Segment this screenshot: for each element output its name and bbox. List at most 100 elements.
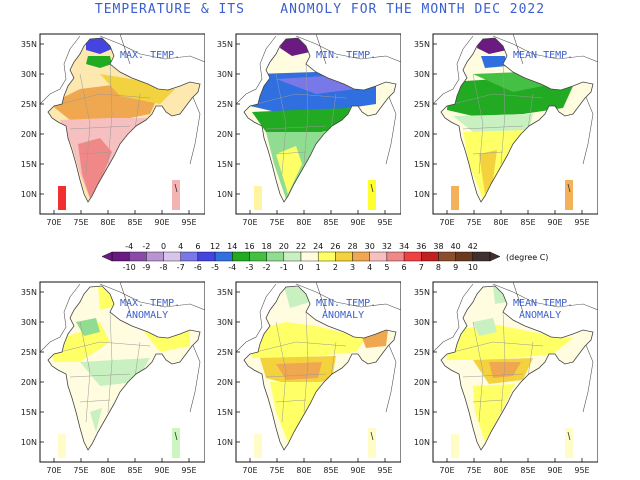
lat-label: 15N xyxy=(414,160,430,169)
lat-label: 20N xyxy=(21,130,37,139)
colorbar-top-label: -4 xyxy=(125,242,133,251)
lat-label: 20N xyxy=(21,378,37,387)
andaman-box xyxy=(368,428,376,458)
lon-label: 95E xyxy=(574,466,589,475)
colorbar-top-label: 4 xyxy=(178,242,183,251)
lon-label: 75E xyxy=(466,218,481,227)
lat-label: 30N xyxy=(414,318,430,327)
colorbar-swatch xyxy=(128,251,147,262)
colorbar-top-label: 40 xyxy=(451,242,461,251)
lat-label: 35N xyxy=(21,40,37,49)
colorbar-arrow-high xyxy=(489,251,501,262)
lon-label: 90E xyxy=(547,466,562,475)
lat-label: 10N xyxy=(217,438,233,447)
colorbar-bottom-label: -3 xyxy=(245,263,253,272)
colorbar-top-label: 12 xyxy=(210,242,220,251)
colorbar-bottom-label: -6 xyxy=(194,263,202,272)
colorbar-top-label: 26 xyxy=(330,242,340,251)
lon-label: 80E xyxy=(100,466,115,475)
colorbar-top-label: -2 xyxy=(142,242,150,251)
panel-label: MEAN TEMP. xyxy=(513,298,573,309)
lon-label: 90E xyxy=(350,218,365,227)
lon-label: 70E xyxy=(46,218,61,227)
colorbar-top-label: 30 xyxy=(365,242,375,251)
colorbar-swatch xyxy=(180,251,199,262)
lat-label: 35N xyxy=(217,40,233,49)
lon-label: 75E xyxy=(73,218,88,227)
map-panel-mean-temp-anomaly: MEAN TEMP.ANOMALY 35N 30N 25N 20N 15N 10N 70E 75… xyxy=(414,281,598,475)
lon-label: 70E xyxy=(242,466,257,475)
lon-label: 70E xyxy=(46,466,61,475)
colorbar-swatch xyxy=(266,251,285,262)
lat-label: 15N xyxy=(21,160,37,169)
country-border xyxy=(235,33,401,165)
panel-label: MAX. TEMP. xyxy=(120,50,180,61)
lat-label: 30N xyxy=(217,70,233,79)
panel-label: ANOMALY xyxy=(519,310,561,321)
colorbar-top-label: 42 xyxy=(468,242,478,251)
andaman-box xyxy=(565,180,573,210)
colorbar-bottom-label: 2 xyxy=(333,263,338,272)
lat-label: 10N xyxy=(21,438,37,447)
andaman-box xyxy=(368,180,376,210)
lat-label: 10N xyxy=(217,190,233,199)
lat-label: 15N xyxy=(414,408,430,417)
lat-label: 25N xyxy=(21,348,37,357)
lon-label: 75E xyxy=(466,466,481,475)
lon-label: 95E xyxy=(574,218,589,227)
colorbar-bottom-label: -1 xyxy=(280,263,288,272)
colorbar-swatch xyxy=(455,251,474,262)
lakshadweep-box xyxy=(254,186,262,210)
colorbar-top-label: 28 xyxy=(347,242,357,251)
colorbar-bottom-label: -10 xyxy=(123,263,136,272)
map-panel-mean-temp: MEAN TEMP. 35N 30N 25N 20N 15N 10N 70E 75E 80E 85E… xyxy=(414,33,598,227)
colorbar-bottom-label: -9 xyxy=(142,263,150,272)
country-border xyxy=(39,33,205,165)
lon-label: 75E xyxy=(73,466,88,475)
colorbar-bottom-label: 4 xyxy=(367,263,372,272)
lat-label: 25N xyxy=(217,100,233,109)
lakshadweep-box xyxy=(58,434,66,458)
colorbar-swatch xyxy=(300,251,319,262)
lakshadweep-box xyxy=(254,434,262,458)
lakshadweep-box xyxy=(451,186,459,210)
colorbar-top-label: 20 xyxy=(279,242,289,251)
lon-label: 85E xyxy=(323,466,338,475)
lon-label: 80E xyxy=(493,218,508,227)
colorbar-swatch xyxy=(197,251,216,262)
colorbar-swatch xyxy=(386,251,405,262)
lon-label: 90E xyxy=(154,466,169,475)
india-outline xyxy=(47,37,201,203)
colorbar-swatch xyxy=(249,251,267,262)
lat-label: 15N xyxy=(21,408,37,417)
lat-label: 30N xyxy=(21,318,37,327)
lat-label: 35N xyxy=(21,288,37,297)
map-panel-min-temp-anomaly: MIN. TEMP.ANOMALY 35N 30N 25N 20N 15N 10N 70E 75… xyxy=(217,281,401,475)
colorbar-top-label: 36 xyxy=(416,242,426,251)
panel-label: ANOMALY xyxy=(126,310,168,321)
colorbar-top-label: 16 xyxy=(244,242,254,251)
country-border xyxy=(432,33,598,165)
colorbar-bottom-label: -8 xyxy=(160,263,168,272)
colorbar-bottom-label: 0 xyxy=(298,263,303,272)
lat-label: 20N xyxy=(414,378,430,387)
colorbar-swatch xyxy=(352,251,370,262)
colorbar-swatch xyxy=(369,251,388,262)
map-panel-min-temp: MIN. TEMP. 35N 30N 25N 20N 15N 10N 70E 75E 80E 85E… xyxy=(217,33,401,227)
lon-label: 95E xyxy=(377,466,392,475)
colorbar-bottom-label: 3 xyxy=(350,263,355,272)
lon-label: 85E xyxy=(127,466,142,475)
colorbar-swatch xyxy=(472,251,491,262)
colorbar-bottom-label: 6 xyxy=(402,263,407,272)
colorbar-swatch xyxy=(317,251,336,262)
lat-label: 20N xyxy=(414,130,430,139)
colorbar-top-label: 6 xyxy=(195,242,200,251)
colorbar-bottom-label: 5 xyxy=(384,263,389,272)
colorbar-swatch xyxy=(232,251,250,262)
lon-label: 95E xyxy=(181,466,196,475)
lon-label: 80E xyxy=(296,218,311,227)
colorbar-swatch xyxy=(283,251,302,262)
lon-label: 80E xyxy=(100,218,115,227)
panel-label: MEAN TEMP. xyxy=(513,50,573,61)
colorbar-swatch xyxy=(403,251,422,262)
